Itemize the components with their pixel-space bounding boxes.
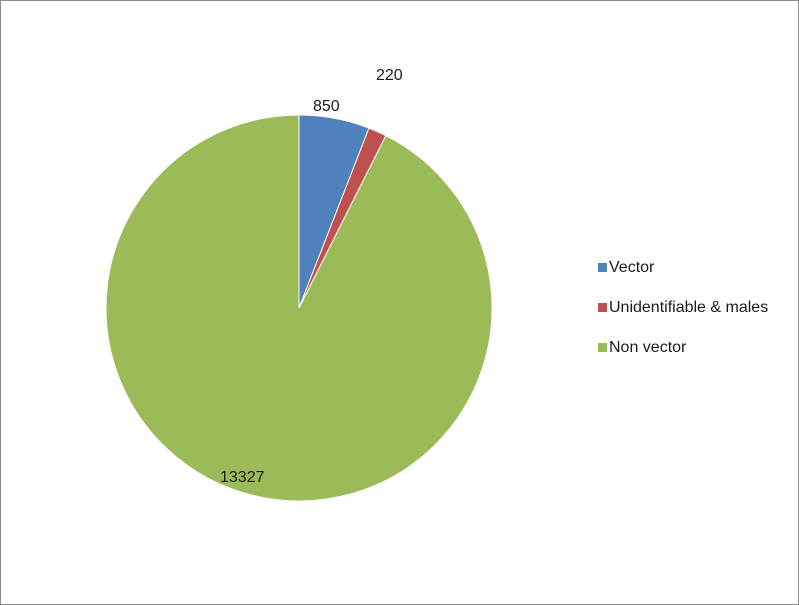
- legend-swatch-unidentifiable-males: [598, 303, 607, 312]
- data-label-vector: 850: [313, 98, 340, 115]
- legend-label-unidentifiable-males: Unidentifiable & males: [609, 299, 768, 316]
- data-label-non-vector: 13327: [220, 469, 265, 486]
- legend-label-non-vector: Non vector: [609, 339, 687, 356]
- pie-slices: [105, 114, 493, 502]
- data-label-unidentifiable-males: 220: [376, 67, 403, 84]
- data-labels: 850 220 13327: [220, 67, 403, 486]
- pie-slice-non-vector: [105, 114, 493, 502]
- legend-swatch-non-vector: [598, 343, 607, 352]
- legend: Vector Unidentifiable & males Non vector: [598, 259, 768, 356]
- legend-label-vector: Vector: [609, 259, 655, 276]
- legend-swatch-vector: [598, 263, 607, 272]
